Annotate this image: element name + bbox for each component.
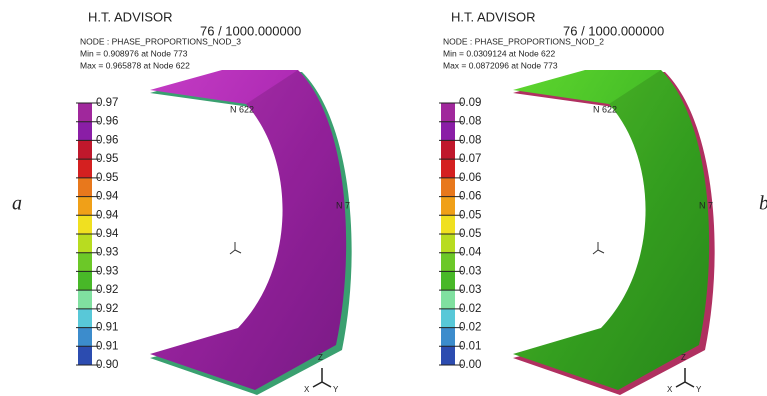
colorbar-label: 0.90 (96, 359, 118, 371)
triad-label: Z (681, 353, 686, 362)
colorbar-segment (441, 271, 455, 290)
panel-letter: a (12, 193, 22, 215)
figure: aH.T. ADVISOR76 / 1000.000000NODE : PHAS… (0, 0, 767, 396)
colorbar-label: 0.95 (96, 172, 118, 184)
colorbar-segment (78, 178, 92, 197)
colorbar-label: 0.96 (96, 116, 118, 128)
colorbar-label: 0.05 (459, 209, 481, 221)
colorbar-segment (78, 103, 92, 122)
sheet-shade (150, 70, 346, 390)
triad-label: Z (318, 353, 323, 362)
colorbar-segment (78, 215, 92, 234)
axis-triad (676, 368, 694, 387)
colorbar-segment (441, 290, 455, 309)
axis-triad (313, 368, 331, 387)
title: H.T. ADVISOR (451, 9, 536, 24)
colorbar-segment (78, 234, 92, 253)
colorbar-segment (78, 140, 92, 159)
colorbar-segment (441, 122, 455, 141)
colorbar-segment (441, 253, 455, 272)
colorbar-label: 0.06 (459, 191, 481, 203)
colorbar-label: 0.02 (459, 303, 481, 315)
colorbar-label: 0.02 (459, 322, 481, 334)
colorbar-segment (441, 197, 455, 216)
center-triad (230, 242, 241, 254)
colorbar-segment (78, 328, 92, 347)
node: NODE : PHASE_PROPORTIONS_NOD_3 (80, 36, 241, 46)
colorbar-label: 0.08 (459, 116, 481, 128)
colorbar-label: 0.00 (459, 359, 481, 371)
colorbar-segment (78, 197, 92, 216)
colorbar-label: 0.08 (459, 134, 481, 146)
colorbar-label: 0.03 (459, 265, 481, 277)
min: Min = 0.0309124 at Node 622 (443, 48, 556, 58)
triad-label: X (304, 385, 310, 394)
colorbar-segment (78, 309, 92, 328)
colorbar-segment (441, 178, 455, 197)
colorbar-label: 0.94 (96, 191, 119, 203)
colorbar-segment (441, 140, 455, 159)
colorbar-label: 0.07 (459, 153, 481, 165)
colorbar-label: 0.92 (96, 303, 118, 315)
title: H.T. ADVISOR (88, 9, 173, 24)
max: Max = 0.965878 at Node 622 (80, 60, 190, 70)
colorbar-label: 0.94 (96, 209, 119, 221)
colorbar-segment (441, 103, 455, 122)
colorbar-label: 0.92 (96, 284, 118, 296)
colorbar-label: 0.06 (459, 172, 481, 184)
colorbar-label: 0.09 (459, 97, 481, 109)
min: Min = 0.908976 at Node 773 (80, 48, 188, 58)
colorbar-label: 0.03 (459, 284, 481, 296)
sheet-shade (513, 70, 709, 390)
colorbar-label: 0.91 (96, 340, 118, 352)
colorbar-label: 0.05 (459, 228, 481, 240)
node-label: N 622 (593, 104, 617, 114)
colorbar-label: 0.01 (459, 340, 481, 352)
colorbar-segment (441, 234, 455, 253)
colorbar-label: 0.93 (96, 265, 118, 277)
colorbar-segment (78, 159, 92, 178)
node-label: N 622 (230, 104, 254, 114)
colorbar-segment (441, 328, 455, 347)
colorbar-segment (441, 346, 455, 365)
triad-label: X (667, 385, 673, 394)
center-triad (593, 242, 604, 254)
colorbar-label: 0.04 (459, 247, 482, 259)
colorbar-segment (441, 309, 455, 328)
colorbar-label: 0.96 (96, 134, 118, 146)
max: Max = 0.0872096 at Node 773 (443, 60, 558, 70)
colorbar-label: 0.91 (96, 322, 118, 334)
colorbar-segment (78, 290, 92, 309)
panel-letter: b (759, 193, 767, 215)
colorbar-label: 0.97 (96, 97, 118, 109)
node-label: N 7 (336, 200, 350, 210)
triad-label: Y (333, 385, 339, 394)
colorbar-label: 0.93 (96, 247, 118, 259)
colorbar-segment (441, 215, 455, 234)
colorbar-label: 0.95 (96, 153, 118, 165)
colorbar-segment (78, 122, 92, 141)
colorbar-label: 0.94 (96, 228, 119, 240)
triad-label: Y (696, 385, 702, 394)
colorbar-segment (78, 271, 92, 290)
node-label: N 7 (699, 200, 713, 210)
colorbar-segment (78, 346, 92, 365)
colorbar-segment (78, 253, 92, 272)
colorbar-segment (441, 159, 455, 178)
node: NODE : PHASE_PROPORTIONS_NOD_2 (443, 36, 604, 46)
